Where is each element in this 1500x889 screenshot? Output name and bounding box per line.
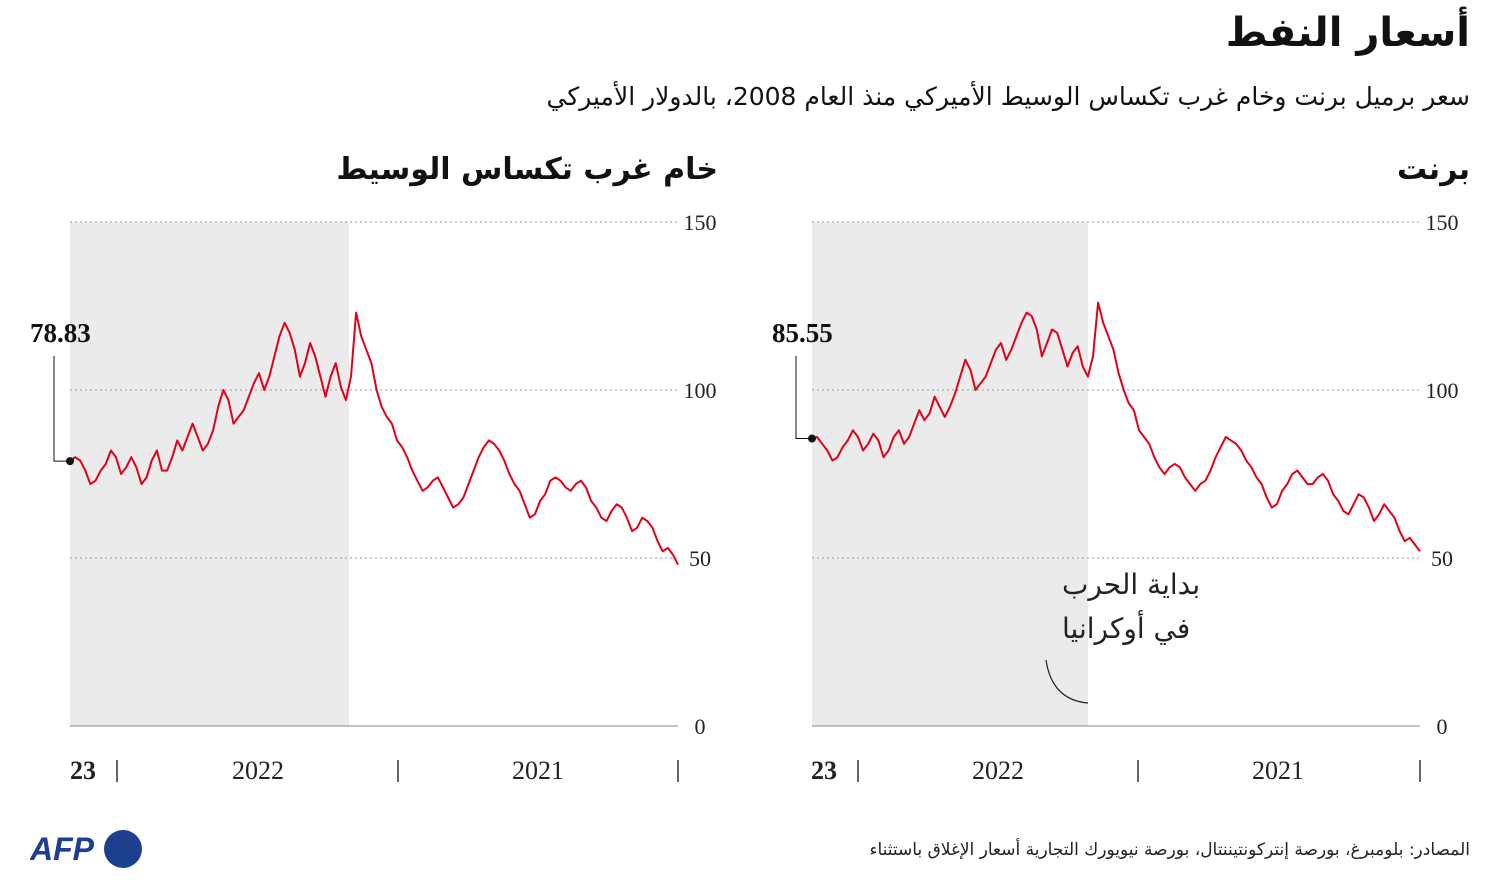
- wti-y-tick-label: 0: [695, 714, 706, 739]
- afp-logo-circle: [104, 830, 142, 868]
- wti-x-tick-label: 2022: [232, 756, 284, 785]
- wti-y-tick-label: 100: [684, 378, 717, 403]
- wti-shaded-period: [70, 222, 349, 726]
- panel-title-brent: برنت: [1397, 152, 1470, 187]
- brent-last-value-label: 85.55: [772, 318, 833, 348]
- brent-x-tick-label: 2022: [972, 756, 1024, 785]
- chart-panel-brent: 150 100 50 0 23 2022 2021 85.55 بداية الحرب في أو…: [772, 210, 1459, 785]
- brent-last-value-dot: [808, 434, 816, 443]
- brent-y-tick-label: 50: [1431, 546, 1453, 571]
- brent-y-tick-label: 100: [1426, 378, 1459, 403]
- wti-y-tick-label: 50: [689, 546, 711, 571]
- source-note: المصادر: بلومبرغ، بورصة إنتركونتيننتال، …: [869, 840, 1470, 860]
- chart-subtitle: سعر برميل برنت وخام غرب تكساس الوسيط الأ…: [546, 82, 1470, 111]
- brent-series-line: [811, 301, 1421, 552]
- brent-y-tick-label: 150: [1426, 210, 1459, 235]
- brent-x-tick-label: 2021: [1252, 756, 1304, 785]
- wti-x-tick-label: 2021: [512, 756, 564, 785]
- wti-series-line: [69, 311, 679, 566]
- panel-title-wti: خام غرب تكساس الوسيط: [336, 152, 718, 187]
- war-annotation-line: بداية الحرب: [1062, 568, 1200, 601]
- war-annotation-leader: [1045, 659, 1089, 704]
- afp-logo-text: AFP: [30, 831, 95, 867]
- brent-last-value-leader: [795, 356, 812, 440]
- war-annotation-line: في أوكرانيا: [1062, 609, 1190, 645]
- chart-panel-wti: 150 100 50 0 23 2022 2021 78.83: [30, 210, 717, 785]
- brent-shaded-period: [812, 222, 1088, 726]
- wti-last-value-dot: [66, 457, 74, 466]
- brent-y-tick-label: 0: [1437, 714, 1448, 739]
- afp-logo: AFP: [29, 828, 145, 874]
- brent-x-tick-label: 23: [811, 756, 837, 785]
- wti-y-tick-label: 150: [684, 210, 717, 235]
- wti-last-value-leader: [53, 356, 70, 462]
- chart-title: أسعار النفط: [1225, 10, 1470, 56]
- wti-last-value-label: 78.83: [30, 318, 91, 348]
- wti-x-tick-label: 23: [70, 756, 96, 785]
